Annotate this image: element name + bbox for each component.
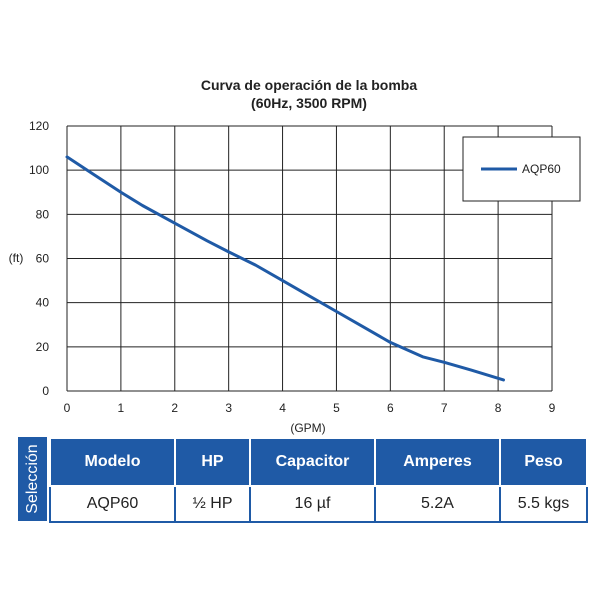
legend-box — [462, 136, 581, 202]
selection-label-text: Selección — [23, 444, 41, 514]
cell-modelo: AQP60 — [49, 485, 176, 523]
x-axis-ticks: 0 1 2 3 4 5 6 7 8 9 — [64, 401, 556, 415]
legend: AQP60 — [462, 136, 581, 202]
spec-table: Modelo HP Capacitor Amperes Peso AQP60 ½… — [49, 437, 588, 523]
x-tick-label: 1 — [118, 401, 125, 415]
header-peso: Peso — [499, 437, 588, 487]
header-modelo: Modelo — [49, 437, 176, 487]
cell-amperes: 5.2A — [374, 485, 501, 523]
y-tick-label: 20 — [36, 340, 50, 354]
y-tick-label: 0 — [42, 384, 49, 398]
x-tick-label: 3 — [225, 401, 232, 415]
series-layer — [65, 155, 505, 382]
header-amperes: Amperes — [374, 437, 501, 487]
x-tick-label: 2 — [171, 401, 178, 415]
x-tick-label: 8 — [495, 401, 502, 415]
x-tick-label: 7 — [441, 401, 448, 415]
y-tick-label: 60 — [36, 252, 50, 266]
spec-data-row: AQP60 ½ HP 16 µf 5.2A 5.5 kgs — [49, 485, 588, 523]
header-hp: HP — [174, 437, 251, 487]
chart-title-line-2: (60Hz, 3500 RPM) — [251, 95, 367, 111]
cell-capacitor: 16 µf — [249, 485, 376, 523]
header-capacitor: Capacitor — [249, 437, 376, 487]
pump-curve-chart: Curva de operación de la bomba (60Hz, 35… — [9, 77, 581, 435]
selection-table: Selección Modelo HP Capacitor Amperes Pe… — [18, 437, 588, 523]
y-tick-label: 40 — [36, 296, 50, 310]
y-axis-label: (ft) — [9, 251, 24, 265]
cell-hp: ½ HP — [174, 485, 251, 523]
series-line-aqp60 — [65, 155, 505, 382]
y-axis-ticks: 0 20 40 60 80 100 120 — [29, 119, 49, 398]
x-tick-label: 0 — [64, 401, 71, 415]
grid — [66, 125, 553, 392]
legend-label-aqp60: AQP60 — [522, 162, 561, 176]
x-tick-label: 5 — [333, 401, 340, 415]
selection-side-label: Selección — [18, 437, 47, 521]
spec-header-row: Modelo HP Capacitor Amperes Peso — [49, 437, 588, 487]
y-tick-label: 100 — [29, 163, 49, 177]
cell-peso: 5.5 kgs — [499, 485, 588, 523]
x-tick-label: 6 — [387, 401, 394, 415]
chart-title-line-1: Curva de operación de la bomba — [201, 77, 417, 93]
x-tick-label: 4 — [279, 401, 286, 415]
x-tick-label: 9 — [549, 401, 556, 415]
y-tick-label: 120 — [29, 119, 49, 133]
y-tick-label: 80 — [36, 207, 50, 221]
x-axis-label: (GPM) — [290, 421, 325, 435]
